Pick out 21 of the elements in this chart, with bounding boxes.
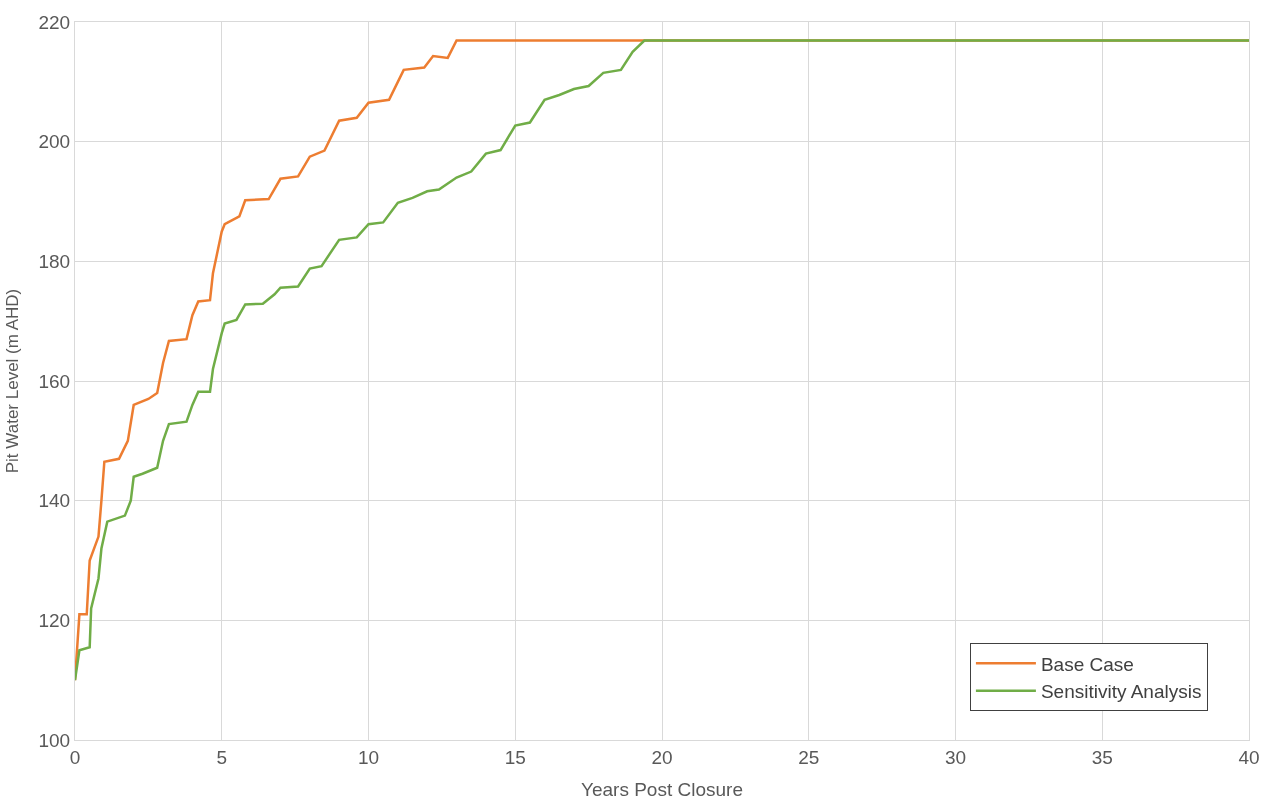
x-tick-label: 10 (357, 746, 380, 768)
y-tick-label: 140 (38, 490, 71, 512)
x-tick-label: 5 (216, 746, 228, 768)
y-tick-label: 160 (38, 370, 71, 392)
x-tick-label: 25 (798, 746, 820, 768)
x-tick-label: 35 (1091, 746, 1113, 768)
y-tick-label: 180 (38, 250, 71, 272)
x-tick-label: 20 (651, 746, 673, 768)
line-series (75, 39, 1249, 682)
y-tick-label: 200 (38, 131, 71, 153)
y-tick-label: 100 (38, 729, 71, 751)
x-tick-label: 40 (1238, 746, 1260, 768)
legend-label: Sensitivity Analysis (1040, 681, 1202, 703)
x-axis-title: Years Post Closure (581, 778, 743, 800)
y-tick-label: 220 (38, 11, 71, 33)
x-tick-label: 30 (944, 746, 967, 768)
x-tick-label: 0 (69, 746, 81, 768)
legend-label: Base Case (1040, 653, 1134, 675)
y-tick-label: 120 (38, 609, 71, 631)
y-axis-title: Pit Water Level (m AHD) (3, 288, 23, 474)
x-tick-label: 15 (504, 746, 526, 768)
